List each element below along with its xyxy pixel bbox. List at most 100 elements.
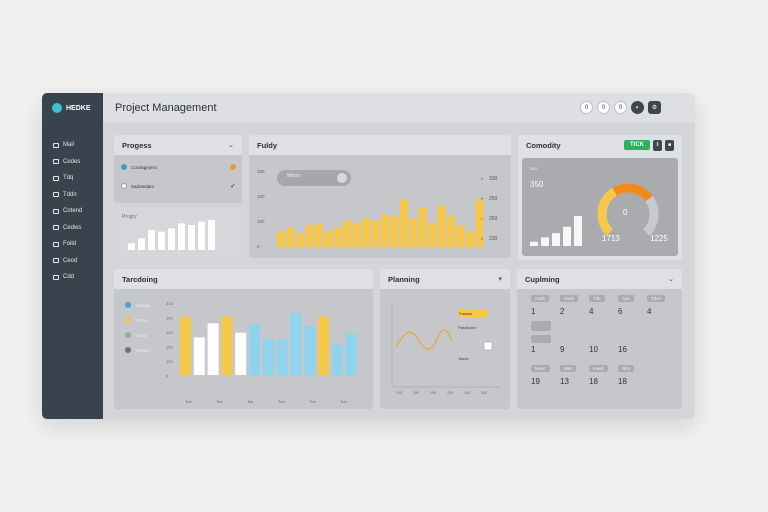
chevron-down-icon[interactable]: ⌄ — [228, 142, 234, 149]
progress-item[interactable]: Sadotedam ✓ — [121, 178, 236, 194]
side-marker-icon: ▸ — [481, 236, 484, 242]
x-tick-label: 100 — [396, 391, 402, 395]
calendar-cell[interactable]: 2 — [560, 307, 565, 316]
calendar-cell[interactable]: 19 — [531, 377, 540, 386]
gauge-fill-orange — [612, 183, 653, 202]
tick-badge[interactable]: TICK — [624, 140, 650, 150]
forecast-bar — [180, 316, 191, 375]
commodity-main-value: 350 — [530, 180, 544, 189]
activity-bar — [399, 199, 408, 247]
legend-swatch — [125, 317, 131, 323]
x-tick-label: Tue — [309, 399, 317, 404]
list-icon — [53, 192, 59, 198]
commodity-title: Comodity — [526, 140, 561, 150]
forecast-bar — [207, 323, 219, 375]
sidebar-item-label: Cedes — [63, 158, 81, 165]
header-button-3[interactable]: 0 — [614, 101, 627, 114]
activity-bar — [428, 223, 437, 247]
chart-label: Progry — [122, 214, 137, 220]
calendar-cell[interactable]: 13 — [560, 377, 569, 386]
gauge-fill-yellow — [597, 187, 618, 236]
commodity-value: 330 — [530, 166, 537, 171]
sidebar-item-tdq[interactable]: Tdq — [53, 170, 82, 187]
header: Project Management 0 0 0 ◐ ⚙ — [103, 93, 695, 123]
calendar-cell[interactable]: Nist — [618, 365, 634, 372]
calendar-cell[interactable]: 4 — [647, 307, 652, 316]
status-dot-icon — [121, 164, 127, 170]
dark-mode-button[interactable]: ◐ — [631, 101, 644, 114]
calendar-cell[interactable]: Aos — [618, 295, 634, 302]
sidebar-item-cedes[interactable]: Cedes — [53, 154, 82, 171]
sidebar-item-label: Tdq — [63, 175, 74, 182]
planning-line — [395, 329, 453, 350]
activity-bar — [314, 223, 323, 247]
app-window: HEDKE Mail Cedes Tdq Tddn Cotend Cedws F… — [42, 93, 695, 419]
sidebar-item-cdd[interactable]: Cdd — [53, 269, 82, 286]
sidebar-item-cedws[interactable]: Cedws — [53, 220, 82, 237]
header-button-1[interactable]: 0 — [580, 101, 593, 114]
filter-icon[interactable]: ▾ — [498, 276, 502, 283]
calendar-cell[interactable]: Gadt — [531, 295, 549, 302]
sidebar-item-ceod[interactable]: Ceod — [53, 253, 82, 270]
status-dot-icon — [230, 164, 236, 170]
calendar-cell[interactable]: Kaed — [589, 365, 608, 372]
calendar-cell[interactable]: 4 — [589, 307, 594, 316]
calendar-cell[interactable]: Gedt — [560, 295, 578, 302]
commodity-bar — [563, 226, 571, 246]
activity-bar — [456, 225, 465, 247]
legend-swatch — [125, 347, 131, 353]
x-tick-label: Tue — [278, 399, 286, 404]
commodity-bar — [530, 241, 538, 246]
calendar-cell[interactable]: 10 — [589, 345, 598, 354]
sidebar-item-mail[interactable]: Mail — [53, 137, 82, 154]
settings-button[interactable]: ⚙ — [648, 101, 661, 114]
gauge-center-value: 0 — [623, 208, 628, 217]
calendar-cell[interactable]: 9 — [560, 345, 565, 354]
logo-icon — [52, 103, 62, 113]
activity-bar — [409, 218, 418, 247]
page-title: Project Management — [115, 102, 217, 114]
pause-icon[interactable]: ǁ — [653, 139, 662, 151]
gauge-left-label: 1713 — [602, 234, 620, 243]
sidebar-item-cotend[interactable]: Cotend — [53, 203, 82, 220]
calendar-card: Cuplming ⌄ Gadt Gedt Tds Aos Tdes 1 2 4 6 4 1 9 10 16… — [517, 269, 682, 409]
mail-icon — [53, 142, 59, 148]
calendar-cell[interactable]: 18 — [589, 377, 598, 386]
moon-icon: ◐ — [635, 104, 640, 111]
forecast-bar — [345, 333, 357, 375]
calendar-cell[interactable]: Nenc — [531, 365, 550, 372]
stop-icon[interactable]: ■ — [665, 139, 674, 151]
side-marker-icon: ▸ — [481, 176, 484, 182]
pill-label: Mfaso — [287, 173, 301, 179]
activity-pill[interactable]: Mfaso — [277, 170, 351, 186]
calendar-icon — [53, 208, 59, 214]
calendar-cell[interactable]: 1 — [531, 307, 536, 316]
mini-bar — [168, 228, 175, 250]
chevron-down-icon[interactable]: ⌄ — [668, 276, 674, 283]
commodity-bar — [541, 237, 549, 246]
header-button-2[interactable]: 0 — [597, 101, 610, 114]
commodity-bar — [552, 233, 560, 246]
forecast-bar — [304, 326, 316, 375]
legend-swatch — [458, 309, 488, 317]
calendar-cell[interactable]: Tds — [589, 295, 605, 302]
y-tick-label: 0 — [166, 374, 169, 379]
gear-icon: ⚙ — [651, 105, 658, 111]
sidebar-item-foild[interactable]: Foild — [53, 236, 82, 253]
planning-line-chart: Fassdn Pasdnxed Tasdn 100 100 100 100 100 100 — [391, 301, 500, 395]
calendar-cell[interactable]: 16 — [618, 345, 627, 354]
legend-swatch — [125, 302, 131, 308]
calendar-cell[interactable]: 6 — [618, 307, 623, 316]
calendar-cell[interactable]: Kiet — [560, 365, 576, 372]
calendar-cell[interactable]: 18 — [618, 377, 627, 386]
legend-label: Tanasd — [135, 303, 150, 308]
side-label: 230 — [489, 236, 498, 242]
activity-title: Fuldy — [257, 140, 277, 150]
calendar-cell[interactable]: 1 — [531, 345, 536, 354]
calendar-cell[interactable]: Tdes — [647, 295, 666, 302]
sidebar-item-label: Ceod — [63, 257, 78, 264]
commodity-panel: 330 350 1713 1225 0 — [522, 158, 678, 256]
mini-bar — [148, 230, 155, 250]
sidebar-item-tddn[interactable]: Tddn — [53, 187, 82, 204]
progress-item[interactable]: Cocdsgnyrss — [121, 159, 236, 175]
